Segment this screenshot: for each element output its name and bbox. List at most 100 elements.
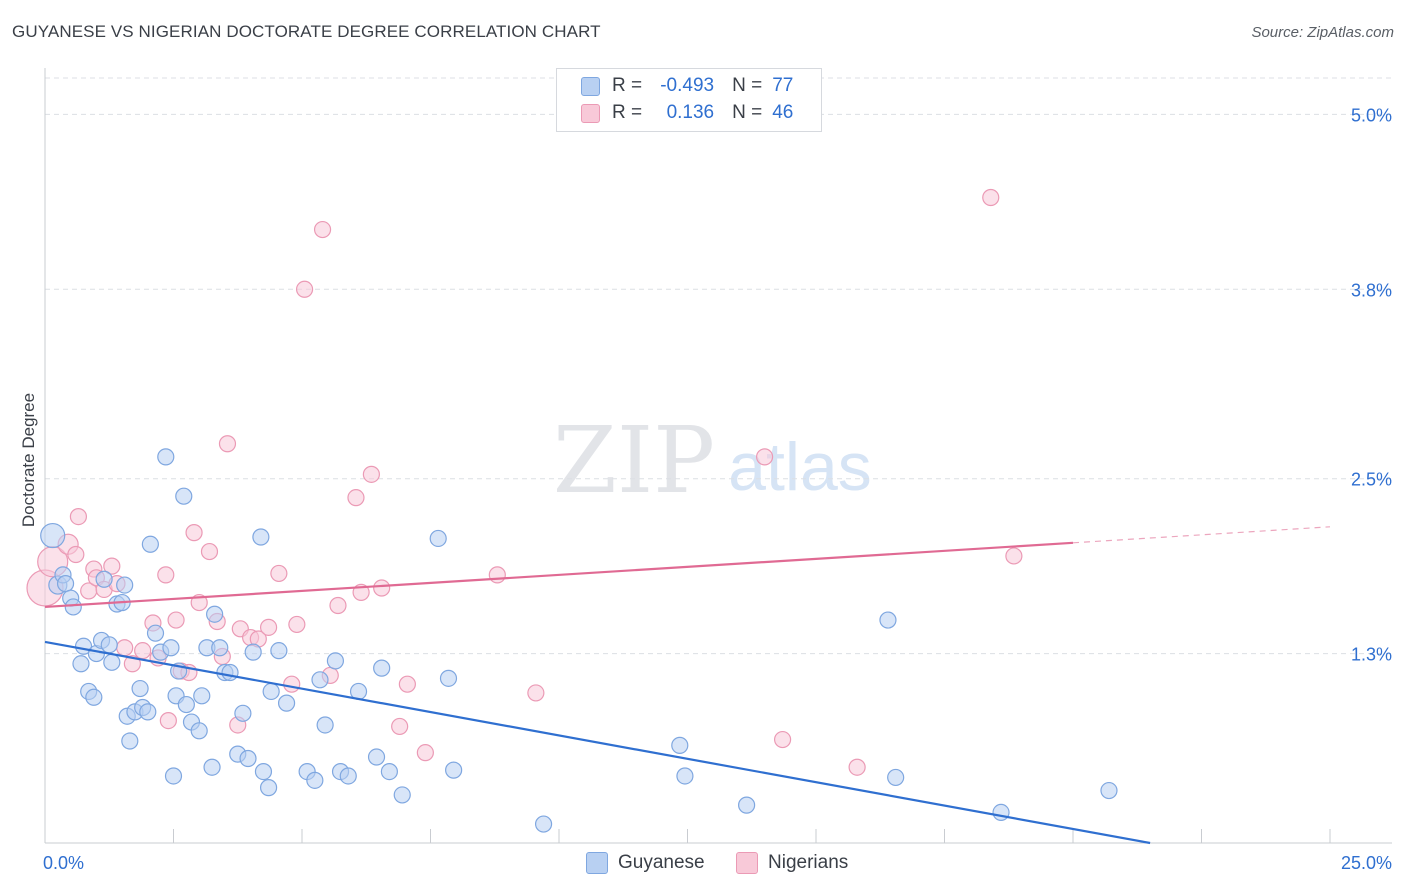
y-tick-label: 2.5% [1351,470,1392,490]
nigerians-point [295,280,314,298]
guyanese-point [95,570,113,588]
nigerians-point [288,615,306,634]
guyanese-point [393,786,411,804]
grid-lines [45,77,1392,655]
guyanese-point [100,636,118,654]
guyanese-point [439,669,458,687]
guyanese-point [234,704,252,722]
axes [44,68,1392,844]
data-points [26,188,1118,833]
nigerians-point [270,564,288,583]
guyanese-point [254,762,273,781]
r-value: -0.493 [660,75,715,96]
nigerians-point [362,465,380,483]
nigerians-point [1005,547,1023,565]
tick-labels: 1.3% 2.5% 3.8% 5.0% 0.0% 25.0% [43,105,1392,873]
nigerians-point [167,611,185,629]
nigerians-point [313,220,332,239]
guyanese-point [116,576,134,594]
nigerians-point [982,188,1000,207]
guyanese-point [177,695,195,714]
legend-label-guyanese: Guyanese [618,852,705,873]
legend-row-guyanese: R = -0.493 N = 77 [581,73,793,99]
guyanese-point [121,732,139,750]
nigerians-point [69,507,88,526]
x-tick-label: 0.0% [43,853,84,873]
nigerians-point [755,448,774,466]
guyanese-point [193,687,211,705]
guyanese-point [72,655,90,673]
guyanese-point [445,761,463,779]
guyanese-point [270,642,288,660]
r-label: R = [612,75,643,96]
nigerians-point [773,730,792,749]
legend-item-guyanese[interactable]: Guyanese [586,852,705,874]
nigerians-point [488,566,506,584]
legend-item-nigerians[interactable]: Nigerians [736,852,848,874]
source-credit: Source: ZipAtlas.com [1251,24,1394,41]
guyanese-point [164,767,183,785]
guyanese-trend-line [44,640,1151,845]
n-label: N = [732,75,763,96]
guyanese-point [64,598,82,616]
guyanese-point [162,639,180,657]
guyanese-point [103,653,121,671]
nigerians-point [398,675,416,693]
guyanese-point [373,659,391,677]
guyanese-point [203,758,221,776]
guyanese-point [534,815,553,833]
watermark-zip: ZIP [553,407,715,514]
nigerians-point [123,655,141,673]
guyanese-point [146,624,165,642]
nigerians-point [103,557,121,575]
guyanese-point [190,722,208,740]
guyanese-legend-icon [586,852,608,874]
nigerians-point [200,542,219,561]
guyanese-point [40,522,66,549]
y-tick-label: 3.8% [1351,280,1392,300]
nigerians-point [329,596,347,615]
guyanese-point [1100,781,1118,800]
nigerians-point [218,435,237,453]
guyanese-point [262,682,280,701]
guyanese-point [277,694,296,712]
guyanese-point [676,767,694,785]
r-label: R = [612,102,643,123]
guyanese-point [306,771,324,789]
guyanese-point [339,767,357,785]
nigerians-point [283,675,301,693]
guyanese-point [380,762,398,781]
nigerians-point [134,642,152,660]
nigerians-point [157,566,175,584]
guyanese-point [131,679,149,698]
nigerians-trend-line [44,541,1074,609]
guyanese-point [157,448,175,466]
guyanese-point [738,796,756,814]
guyanese-point [887,768,905,787]
guyanese-point [311,671,329,689]
nigerians-legend-icon [736,852,758,874]
chart-title: GUYANESE VS NIGERIAN DOCTORATE DEGREE CO… [12,22,601,41]
guyanese-point [259,779,278,797]
guyanese-point [221,663,239,682]
nigerians-trend-extension [1072,526,1331,544]
legend-row-nigerians: R = 0.136 N = 46 [581,100,793,126]
guyanese-point [244,643,262,661]
guyanese-point [326,652,345,670]
y-tick-label: 5.0% [1351,105,1392,125]
guyanese-point [139,703,157,721]
nigerians-point [848,758,866,776]
guyanese-point [879,611,897,629]
guyanese-point [175,487,193,505]
watermark-atlas: atlas [728,429,872,505]
nigerians-point [416,744,434,762]
guyanese-point [429,529,447,548]
x-tick-label: 25.0% [1341,853,1392,873]
guyanese-point [671,736,689,754]
guyanese-point [367,748,386,766]
guyanese-point [252,528,270,546]
r-value: 0.136 [666,102,715,123]
nigerians-point [159,711,177,730]
n-label: N = [732,102,763,123]
